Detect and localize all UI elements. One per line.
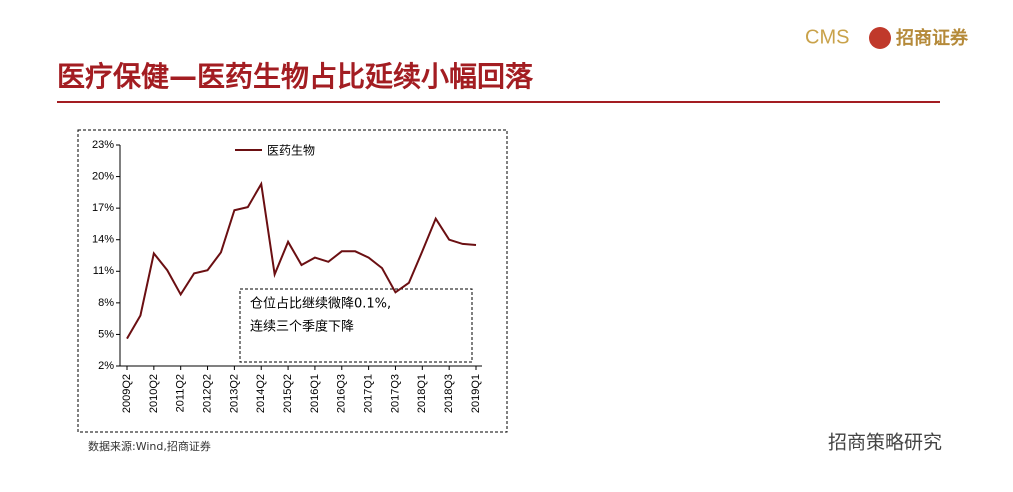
- y-tick-label: 14%: [92, 234, 114, 246]
- y-tick-label: 11%: [93, 265, 114, 277]
- brand-code: CMS: [805, 26, 849, 48]
- y-tick-label: 17%: [92, 202, 114, 214]
- x-tick-label: 2018Q1: [416, 374, 428, 413]
- y-tick-label: 20%: [92, 170, 114, 182]
- annotation-box: [239, 288, 473, 363]
- annotation: 连续三个季度下降: [250, 319, 354, 335]
- chart-frame: [77, 129, 508, 433]
- source: 数据来源:Wind,招商证券: [88, 439, 211, 453]
- brand-name: 招商证券: [896, 27, 969, 49]
- x-tick-label: 2016Q3: [336, 374, 348, 413]
- watermark: 招商策略研究: [828, 432, 942, 454]
- legend-label: 医药生物: [267, 144, 315, 158]
- x-tick-label: 2016Q1: [309, 374, 321, 413]
- brand-logo: [869, 27, 891, 49]
- x-tick-label: 2011Q2: [175, 374, 187, 412]
- x-tick-label: 2018Q3: [443, 374, 455, 413]
- y-tick-label: 5%: [98, 328, 114, 340]
- y-tick-label: 23%: [92, 139, 114, 151]
- x-tick-label: 2009Q2: [121, 374, 133, 413]
- x-tick-label: 2010Q2: [148, 374, 160, 413]
- x-tick-label: 2015Q2: [282, 374, 294, 413]
- x-tick-label: 2013Q2: [228, 374, 240, 413]
- x-tick-label: 2017Q1: [363, 374, 375, 413]
- y-tick-label: 8%: [98, 297, 114, 309]
- x-tick-label: 2017Q3: [389, 374, 401, 413]
- annotation: 仓位占比继续微降0.1%,: [250, 297, 391, 312]
- slide-title: 医疗保健—医药生物占比延续小幅回落: [57, 60, 534, 93]
- x-tick-label: 2014Q2: [255, 374, 267, 413]
- y-tick-label: 2%: [98, 360, 114, 372]
- x-tick-label: 2019Q1: [470, 374, 482, 413]
- data-line: [126, 180, 477, 340]
- x-tick-label: 2012Q2: [201, 374, 213, 413]
